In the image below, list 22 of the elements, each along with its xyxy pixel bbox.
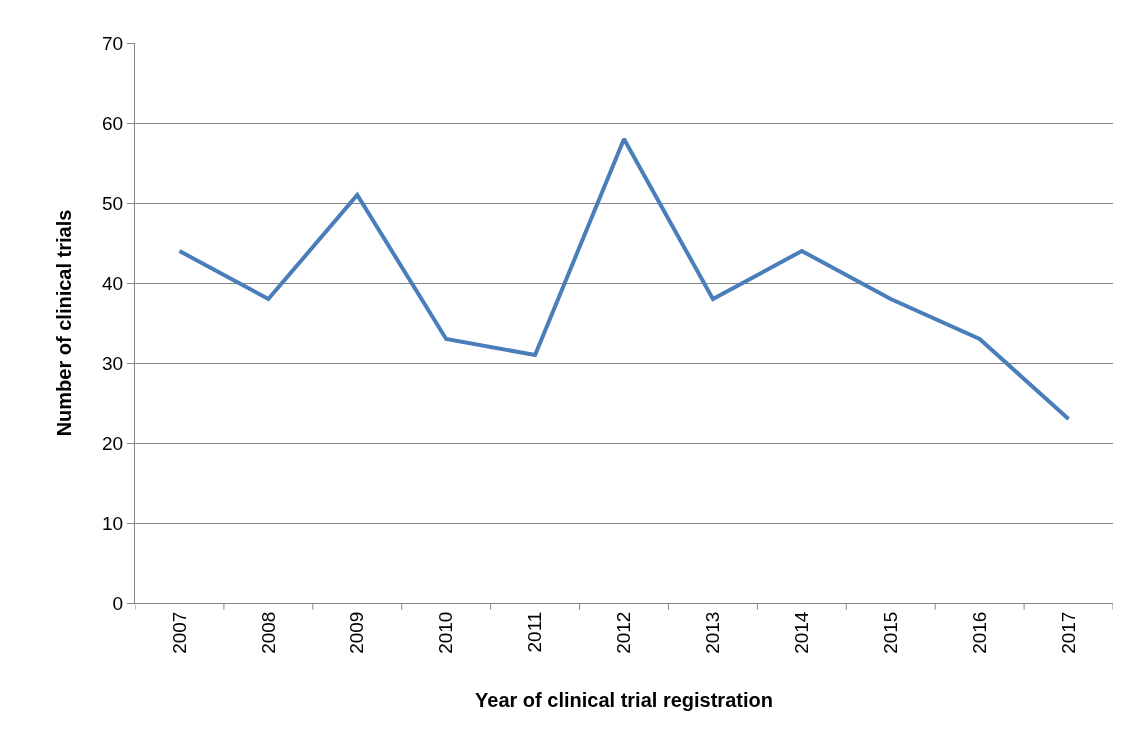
x-tick-label: 2007 (168, 611, 190, 654)
x-tick-label: 2017 (1057, 611, 1079, 654)
x-tick-label: 2009 (346, 611, 368, 654)
y-axis-title: Number of clinical trials (52, 209, 75, 437)
y-tick-label: 50 (102, 192, 124, 214)
y-tick-label: 30 (102, 352, 124, 374)
x-tick-label: 2012 (613, 611, 635, 654)
y-tick-label: 0 (112, 592, 124, 614)
x-tick-label: 2008 (257, 611, 279, 654)
y-tick-label: 10 (102, 512, 124, 534)
y-tick-label: 20 (102, 432, 124, 454)
y-tick-label: 40 (102, 272, 124, 294)
x-tick-label: 2016 (968, 611, 990, 654)
y-tick-label: 70 (102, 32, 124, 54)
x-tick-label: 2011 (524, 611, 546, 653)
x-axis-title: Year of clinical trial registration (475, 689, 773, 712)
x-tick-label: 2010 (435, 611, 457, 654)
y-tick-label: 60 (102, 112, 124, 134)
x-tick-label: 2014 (790, 611, 812, 654)
x-tick-label: 2015 (879, 611, 901, 654)
line-series (177, 137, 1071, 421)
x-tick-label: 2013 (702, 611, 724, 654)
